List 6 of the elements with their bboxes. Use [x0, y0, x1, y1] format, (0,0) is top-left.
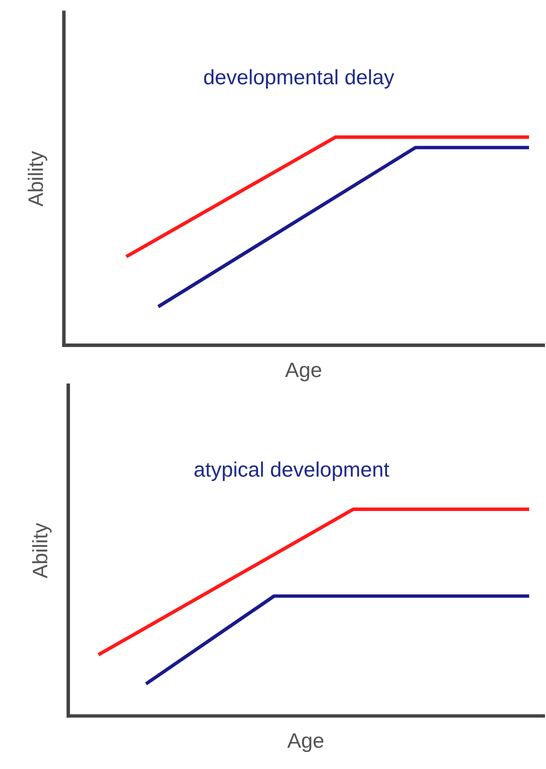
- y-axis-title: Ability: [32, 522, 52, 578]
- y-axis-title: Ability: [28, 151, 48, 207]
- chart-title: developmental delay: [204, 69, 394, 89]
- x-axis-title: Age: [285, 362, 322, 382]
- x-axis-title: Age: [287, 733, 324, 752]
- chart-title: atypical development: [194, 462, 390, 481]
